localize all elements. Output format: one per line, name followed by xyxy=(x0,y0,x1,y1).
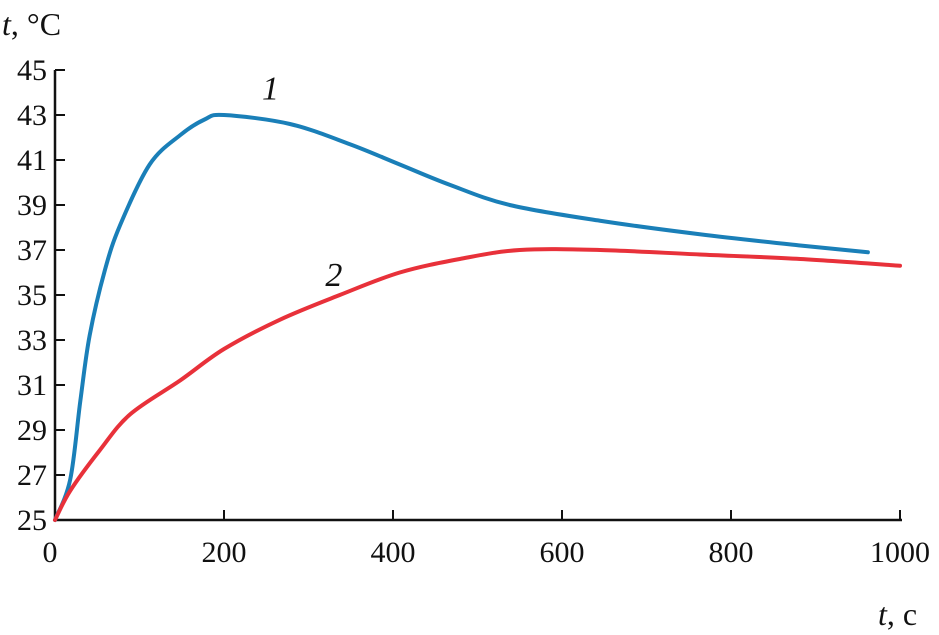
y-tick-label: 25 xyxy=(17,504,47,537)
y-tick-label: 39 xyxy=(17,189,47,222)
y-tick-label: 35 xyxy=(17,279,47,312)
series-line-2 xyxy=(53,247,902,522)
y-axis-label: t, °C xyxy=(2,6,61,42)
x-tick-label: 200 xyxy=(202,536,247,569)
y-tick-label: 41 xyxy=(17,144,47,177)
x-tick-label: 400 xyxy=(371,536,416,569)
y-tick-label: 27 xyxy=(17,459,47,492)
y-tick-label: 29 xyxy=(17,414,47,447)
y-tick-label: 33 xyxy=(17,324,47,357)
y-tick-label: 45 xyxy=(17,54,47,87)
x-tick-label: 600 xyxy=(540,536,585,569)
y-tick-label: 37 xyxy=(17,234,47,267)
x-tick-label: 800 xyxy=(709,536,754,569)
y-tick-label: 43 xyxy=(17,99,47,132)
x-tick-label: 0 xyxy=(43,536,58,569)
curve-label-1: 1 xyxy=(262,70,279,107)
x-tick-label: 1000 xyxy=(870,536,930,569)
y-tick-label: 31 xyxy=(17,369,47,402)
curve-label-2: 2 xyxy=(325,257,342,294)
x-axis-label: t, c xyxy=(878,596,917,632)
series-line-1 xyxy=(53,112,870,522)
